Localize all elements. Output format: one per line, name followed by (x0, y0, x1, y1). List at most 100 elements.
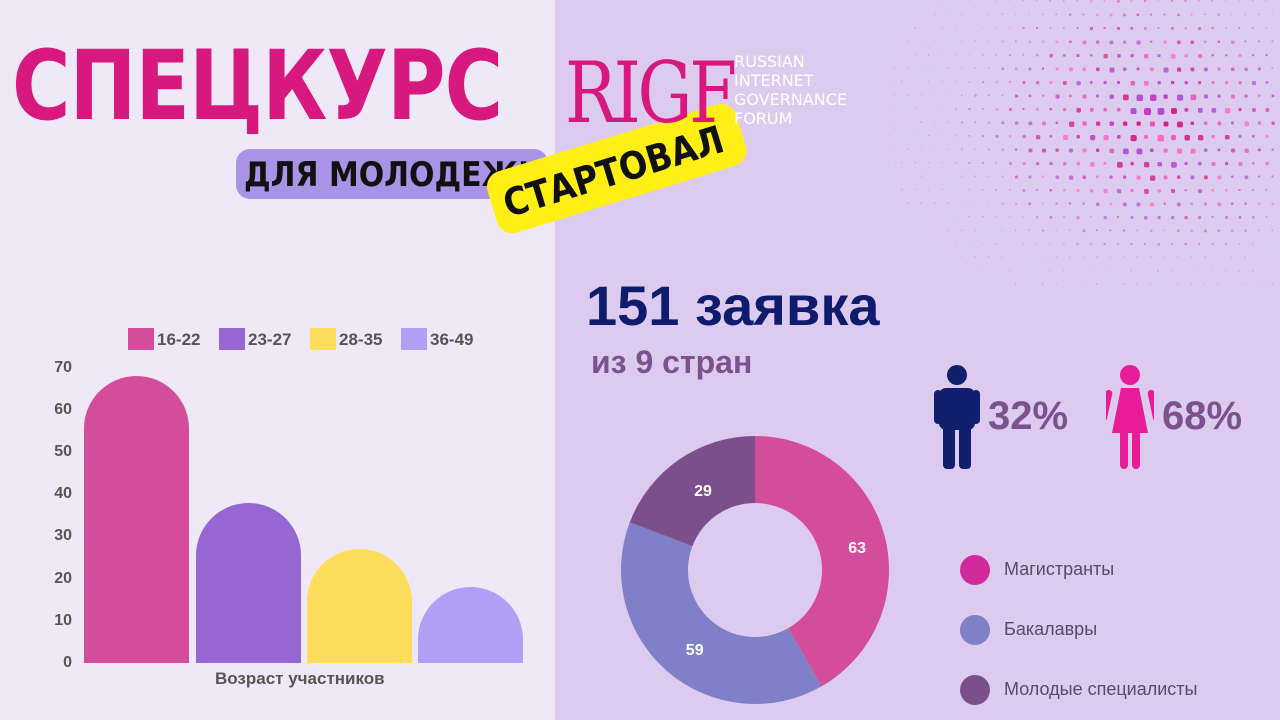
decorative-dot (1271, 283, 1273, 285)
decorative-dot (1117, 27, 1121, 31)
decorative-dot (901, 162, 903, 164)
decorative-dot (995, 216, 997, 218)
donut-legend-label: Бакалавры (1004, 619, 1098, 639)
decorative-dot (1036, 243, 1038, 245)
decorative-dot (1225, 243, 1228, 246)
decorative-dot (934, 121, 935, 123)
decorative-dot (941, 81, 943, 83)
decorative-dot (941, 27, 943, 29)
decorative-dot (1117, 108, 1121, 112)
decorative-dot (928, 216, 929, 217)
decorative-dot (1090, 27, 1094, 31)
decorative-dot (1130, 216, 1134, 219)
decorative-dot (1238, 189, 1241, 192)
decorative-dot (1231, 148, 1236, 153)
decorative-dot (1144, 27, 1147, 30)
decorative-dot (1130, 270, 1132, 272)
decorative-dot (955, 81, 957, 83)
y-tick-label: 20 (54, 569, 72, 587)
decorative-dot (1271, 256, 1273, 258)
decorative-dot (1063, 243, 1065, 245)
decorative-dot (1177, 67, 1182, 72)
decorative-dot (947, 13, 949, 15)
decorative-dot (1211, 27, 1214, 30)
decorative-dot (1015, 175, 1018, 179)
decorative-dot (1184, 81, 1188, 85)
decorative-dot (955, 135, 957, 137)
decorative-dot (1177, 148, 1183, 154)
decorative-dot (1211, 162, 1216, 167)
decorative-dot (1258, 94, 1261, 97)
decorative-dot (1096, 40, 1100, 44)
decorative-dot (947, 40, 949, 42)
decorative-dot (1198, 270, 1199, 271)
decorative-dot (1042, 256, 1043, 258)
decorative-dot (1022, 189, 1026, 192)
decorative-dot (1028, 175, 1032, 179)
decorative-dot (914, 135, 916, 136)
decorative-dot (1217, 283, 1219, 285)
decorative-dot (1028, 94, 1032, 98)
decorative-dot (968, 54, 970, 55)
decorative-dot (1157, 189, 1162, 193)
decorative-dot (1022, 54, 1025, 56)
decorative-dot (968, 243, 970, 244)
decorative-dot (1022, 135, 1026, 139)
decorative-dot (1076, 27, 1079, 30)
decorative-dot (1076, 108, 1081, 113)
decorative-dot (1009, 216, 1010, 217)
decorative-dot (907, 175, 908, 177)
decorative-dot (974, 256, 976, 258)
decorative-dot (1225, 270, 1227, 272)
decorative-dot (1063, 135, 1069, 141)
decorative-dot (1015, 229, 1017, 231)
decorative-dot (955, 162, 957, 164)
decorative-dot (1144, 162, 1150, 168)
decorative-dot (974, 13, 976, 15)
decorative-dot (1171, 189, 1176, 194)
decorative-dot (934, 67, 935, 69)
decorative-dot (1150, 148, 1154, 153)
decorative-dot (1225, 216, 1228, 219)
decorative-dot (1244, 40, 1247, 43)
decorative-dot (1103, 108, 1107, 112)
decorative-dot (1063, 108, 1067, 112)
decorative-dot (1117, 216, 1120, 219)
decorative-dot (1076, 216, 1080, 220)
decorative-dot (1036, 270, 1037, 271)
decorative-dot (961, 94, 963, 96)
decorative-dot (1258, 175, 1260, 178)
decorative-dot (995, 27, 997, 28)
decorative-dot (887, 81, 889, 83)
decorative-dot (1225, 135, 1230, 140)
decorative-dot (1171, 27, 1174, 30)
decorative-dot (1217, 256, 1219, 258)
decorative-dot (1109, 256, 1112, 259)
decorative-dot (1117, 0, 1120, 3)
decorative-dot (1190, 67, 1195, 72)
decorative-dot (941, 162, 943, 164)
decorative-dot (1123, 256, 1125, 259)
decorative-dot (1258, 202, 1261, 205)
decorative-dot (1022, 108, 1025, 111)
decorative-dot (1136, 256, 1138, 258)
decorative-dot (1049, 270, 1051, 272)
y-tick-label: 40 (54, 485, 72, 503)
decorative-dot (1150, 229, 1153, 232)
decorative-dot (1204, 283, 1205, 285)
female-person-icon (1106, 365, 1154, 469)
decorative-dot (1082, 40, 1087, 45)
decorative-dot (1009, 162, 1013, 166)
decorative-dot (1198, 81, 1202, 85)
decorative-dot (1231, 94, 1236, 99)
decorative-dot (1204, 13, 1206, 16)
decorative-dot (1009, 0, 1010, 1)
decorative-dot (947, 229, 949, 231)
decorative-dot (1096, 175, 1099, 179)
decorative-dot (1009, 81, 1011, 83)
decorative-dot (1198, 135, 1204, 141)
decorative-dot (920, 67, 922, 69)
donut-slice (755, 436, 889, 687)
decorative-dot (1190, 283, 1192, 285)
decorative-dot (1036, 216, 1039, 219)
